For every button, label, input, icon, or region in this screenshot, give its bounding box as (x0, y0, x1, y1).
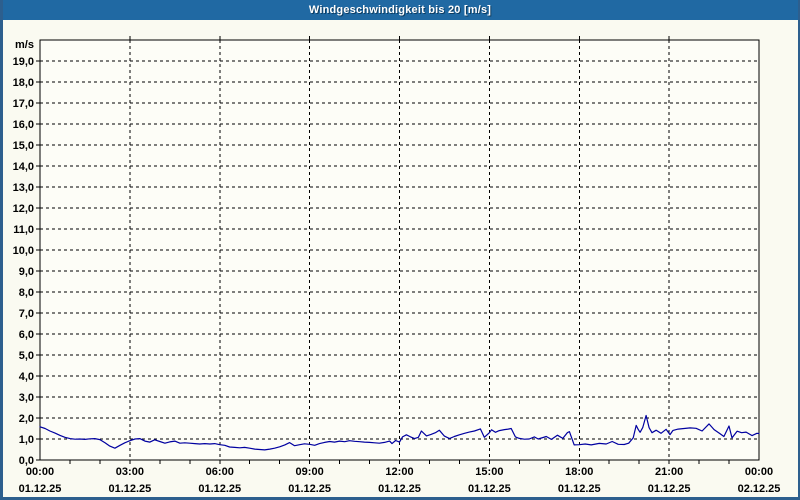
y-tick-label: 11,0 (13, 224, 34, 236)
y-tick-label: 14,0 (13, 161, 34, 173)
y-tick-label: 3,0 (19, 392, 34, 404)
x-tick-time-label: 09:00 (296, 466, 324, 478)
x-tick-date-label: 01.12.25 (558, 483, 601, 495)
y-tick-label: 18,0 (13, 77, 34, 89)
x-tick-time-label: 12:00 (385, 466, 413, 478)
x-tick-date-label: 02.12.25 (738, 483, 781, 495)
y-tick-label: 6,0 (19, 329, 34, 341)
x-tick-time-label: 18:00 (565, 466, 593, 478)
y-tick-label: 13,0 (13, 182, 34, 194)
wind-speed-line (39, 414, 760, 451)
y-tick-label: 9,0 (19, 266, 34, 278)
x-tick-time-label: 15:00 (475, 466, 503, 478)
x-axis-labels: 00:00 01.12.25 03:00 01.12.25 06:00 01.12.25 0… (19, 466, 781, 495)
y-tick-label: 1,0 (19, 434, 34, 446)
y-tick-label: 7,0 (19, 308, 34, 320)
y-tick-label: 8,0 (19, 287, 34, 299)
x-tick-date-label: 01.12.25 (19, 483, 62, 495)
y-tick-label: 16,0 (13, 119, 34, 131)
x-gridlines (69, 36, 730, 464)
x-tick-date-label: 01.12.25 (108, 483, 151, 495)
x-tick-date-label: 01.12.25 (288, 483, 331, 495)
y-tick-label: 0,0 (19, 455, 34, 467)
x-tick-date-label: 01.12.25 (378, 483, 421, 495)
x-tick-time-label: 00:00 (745, 466, 773, 478)
y-tick-label: 15,0 (13, 140, 34, 152)
x-tick-date-label: 01.12.25 (468, 483, 511, 495)
y-gridlines (36, 60, 759, 461)
x-tick-time-label: 21:00 (655, 466, 683, 478)
chart-title: Windgeschwindigkeit bis 20 [m/s] (308, 4, 492, 16)
y-tick-label: 19,0 (13, 56, 34, 68)
y-tick-label: 5,0 (19, 350, 34, 362)
x-tick-date-label: 01.12.25 (198, 483, 241, 495)
y-axis-labels: 0,0 1,0 2,0 3,0 4,0 5,0 6,0 7,0 8,0 9,0 10,0 11,0 12… (13, 39, 34, 467)
chart-title-bar: Windgeschwindigkeit bis 20 [m/s] (0, 0, 800, 20)
y-tick-label: 4,0 (19, 371, 34, 383)
x-tick-time-label: 03:00 (116, 466, 144, 478)
x-tick-time-label: 00:00 (26, 466, 54, 478)
y-tick-label: 10,0 (13, 245, 34, 257)
y-axis-unit-label: m/s (15, 39, 34, 51)
x-tick-time-label: 06:00 (206, 466, 234, 478)
y-tick-label: 17,0 (13, 98, 34, 110)
y-tick-label: 2,0 (19, 413, 34, 425)
y-tick-label: 12,0 (13, 203, 34, 215)
x-tick-date-label: 01.12.25 (648, 483, 691, 495)
